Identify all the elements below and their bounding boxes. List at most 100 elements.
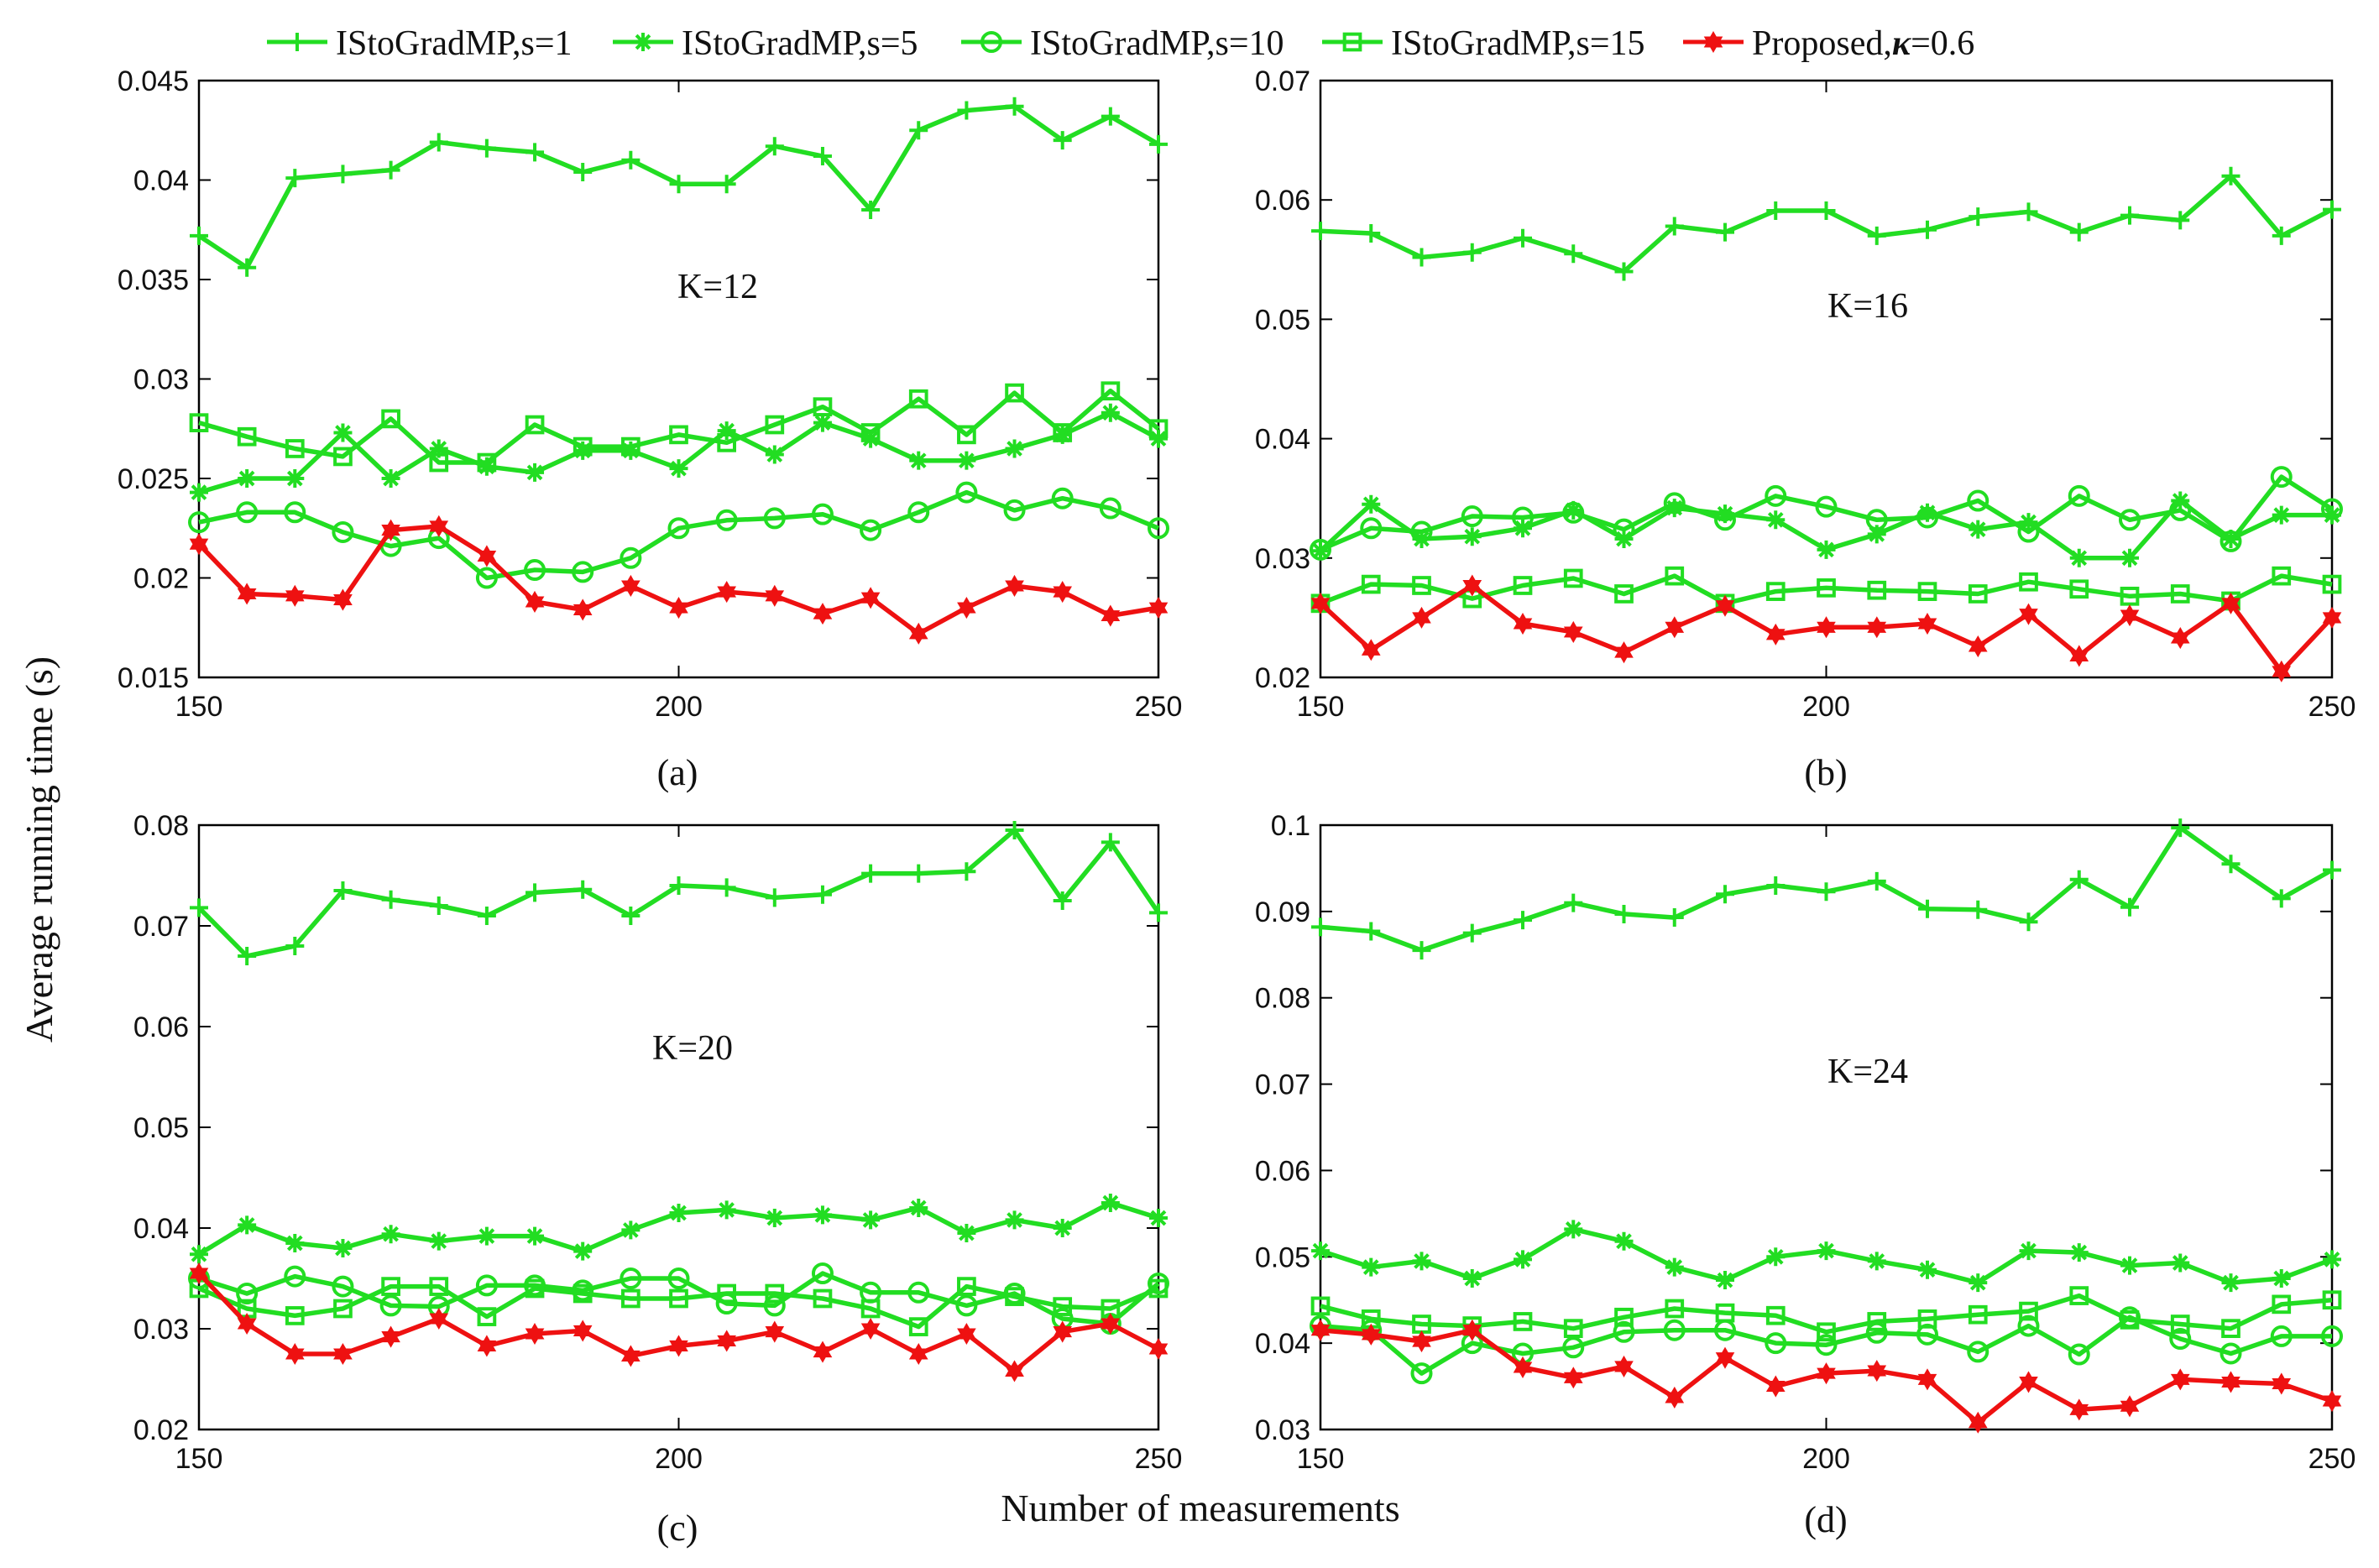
data-point (1311, 1241, 1330, 1261)
data-point (765, 415, 785, 435)
data-point (907, 1281, 930, 1304)
data-point (1614, 1355, 1634, 1378)
data-point (477, 1226, 496, 1246)
data-point (285, 584, 305, 607)
y-tick-label: 0.05 (1255, 304, 1310, 336)
data-point (957, 451, 976, 470)
data-point (238, 469, 257, 488)
data-point (1362, 494, 1381, 514)
data-point (381, 160, 400, 180)
data-point (237, 426, 257, 447)
data-point (1665, 499, 1684, 518)
data-point (2171, 818, 2190, 838)
data-point (1918, 899, 1937, 918)
data-point (1766, 510, 1786, 530)
data-point (1101, 833, 1120, 852)
y-tick-label: 0.05 (133, 1112, 189, 1144)
series-istogradmp-s-1 (190, 97, 1168, 277)
data-point (811, 503, 834, 525)
legend-label: IStoGradMP,s=10 (1030, 24, 1284, 63)
panel-annotation: K=20 (652, 1029, 733, 1068)
y-tick-label: 0.07 (1255, 1069, 1310, 1101)
data-point (2069, 870, 2089, 889)
data-point (1867, 580, 1887, 600)
data-point (1514, 228, 1532, 248)
data-point (957, 1224, 976, 1242)
data-point (861, 1210, 881, 1230)
data-point (238, 947, 257, 965)
data-point (1563, 620, 1583, 643)
data-point (1817, 540, 1836, 559)
data-point (429, 439, 448, 458)
legend-item-proposed-0-6: Proposed,κ=0.6 (1683, 24, 1974, 63)
data-point (2221, 855, 2240, 874)
data-point (1867, 871, 1886, 891)
data-point (285, 1343, 305, 1365)
data-point (2272, 1269, 2291, 1288)
panel-caption: (a) (657, 752, 698, 793)
data-point (1412, 1252, 1431, 1271)
data-point (715, 509, 738, 531)
data-point (2323, 1250, 2341, 1269)
data-point (2270, 1325, 2293, 1347)
data-point (860, 1299, 881, 1319)
data-point (1514, 911, 1532, 930)
data-point (2019, 572, 2038, 592)
data-point (763, 1294, 786, 1317)
data-point (285, 469, 305, 488)
data-point (285, 439, 305, 458)
data-point (236, 501, 259, 524)
x-tick-label: 250 (2308, 691, 2356, 723)
data-point (1918, 503, 1937, 522)
data-point (620, 1345, 640, 1367)
data-point (813, 1341, 833, 1363)
data-point (1663, 1319, 1686, 1341)
data-point (2120, 548, 2139, 567)
data-point (524, 559, 546, 582)
data-point (525, 1226, 545, 1246)
data-point (909, 121, 928, 140)
data-point (188, 511, 210, 534)
data-point (2171, 1253, 2190, 1273)
data-point (1053, 1219, 1072, 1237)
data-point (1101, 381, 1121, 401)
series-proposed-kappa-0-6 (189, 515, 1169, 645)
data-point (1512, 506, 1534, 529)
data-point (2019, 1301, 2038, 1321)
data-point (1053, 423, 1073, 442)
data-point (1101, 107, 1120, 126)
legend-item-istogradmp-s-1: IStoGradMP,s=1 (267, 24, 573, 63)
data-point (1716, 1271, 1734, 1290)
data-point (717, 432, 736, 452)
data-point (717, 878, 736, 897)
data-point (381, 890, 400, 909)
data-point (1462, 1319, 1482, 1341)
data-point (1005, 97, 1024, 116)
panel-c: 0.02 0.03 0.04 0.05 0.06 0.07 0.08 150 200 250 K=2… (133, 810, 1183, 1549)
x-axis-label: Number of measurements (1001, 1487, 1399, 1529)
data-point (237, 1313, 257, 1335)
data-point (2169, 499, 2192, 521)
data-point (908, 1317, 928, 1336)
data-point (1149, 1209, 1168, 1227)
data-point (285, 1234, 305, 1252)
data-point (525, 1278, 545, 1299)
y-tick-label: 0.03 (1255, 1414, 1310, 1446)
data-point (2068, 484, 2090, 507)
legend-item-istogradmp-s-10: IStoGradMP,s=10 (961, 24, 1284, 63)
data-point (525, 590, 545, 613)
data-point (2017, 520, 2040, 543)
data-point (1665, 1257, 1684, 1277)
data-point (667, 1267, 690, 1289)
panel-caption: (d) (1804, 1499, 1847, 1540)
data-point (1564, 893, 1583, 912)
data-point (1865, 509, 1888, 531)
data-point (957, 101, 976, 120)
data-point (1310, 1319, 1331, 1341)
legend-marker-asterisk-icon (634, 33, 652, 51)
data-point (2322, 574, 2342, 594)
data-point (2069, 645, 2089, 667)
data-point (381, 1325, 400, 1348)
data-point (860, 519, 882, 541)
y-tick-label: 0.02 (1255, 662, 1310, 694)
